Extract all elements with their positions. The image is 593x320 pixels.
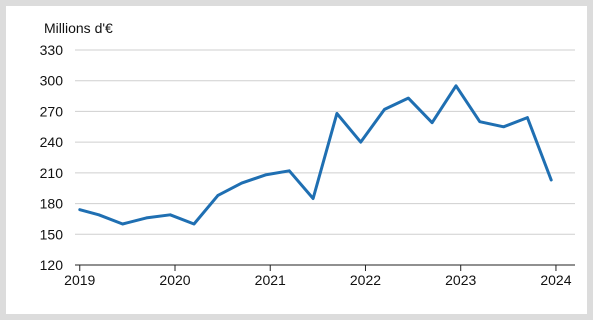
data-point xyxy=(502,125,505,128)
data-point xyxy=(311,197,315,200)
y-tick-label: 210 xyxy=(40,165,64,181)
y-axis-unit-label: Millions d'€ xyxy=(44,20,113,36)
data-point xyxy=(78,208,81,211)
data-point xyxy=(335,112,339,115)
y-axis-ticks: 120 150 180 210 240 270 300 330 xyxy=(40,42,64,273)
x-tick-label: 2022 xyxy=(350,272,381,288)
data-point xyxy=(430,121,434,124)
gridlines xyxy=(75,49,575,266)
y-tick-label: 270 xyxy=(40,103,64,119)
x-tick-label: 2020 xyxy=(159,272,190,288)
data-point xyxy=(454,84,458,88)
data-point xyxy=(216,194,220,197)
y-tick-label: 150 xyxy=(40,226,64,242)
data-point xyxy=(121,222,124,226)
data-point xyxy=(169,213,172,217)
x-tick-label: 2023 xyxy=(445,272,476,288)
data-point xyxy=(264,173,267,177)
data-point xyxy=(549,178,553,182)
data-point xyxy=(359,140,362,144)
data-point xyxy=(97,213,101,217)
y-tick-label: 300 xyxy=(40,73,64,89)
data-point xyxy=(240,181,243,185)
x-tick-label: 2024 xyxy=(540,272,571,288)
data-point xyxy=(288,169,291,173)
y-tick-label: 240 xyxy=(40,134,64,150)
y-tick-label: 330 xyxy=(40,42,64,58)
data-point xyxy=(478,120,481,123)
data-point xyxy=(383,108,386,111)
series-lines xyxy=(78,84,553,226)
x-tick-label: 2019 xyxy=(64,272,95,288)
y-tick-label: 180 xyxy=(40,196,64,212)
data-point xyxy=(407,96,410,100)
x-axis-ticks: 2019 2020 2021 2022 2023 2024 xyxy=(64,265,572,288)
y-tick-label: 120 xyxy=(40,257,64,273)
data-point xyxy=(192,222,196,226)
x-tick-label: 2021 xyxy=(255,272,286,288)
data-point xyxy=(526,116,529,119)
data-point xyxy=(145,216,148,220)
